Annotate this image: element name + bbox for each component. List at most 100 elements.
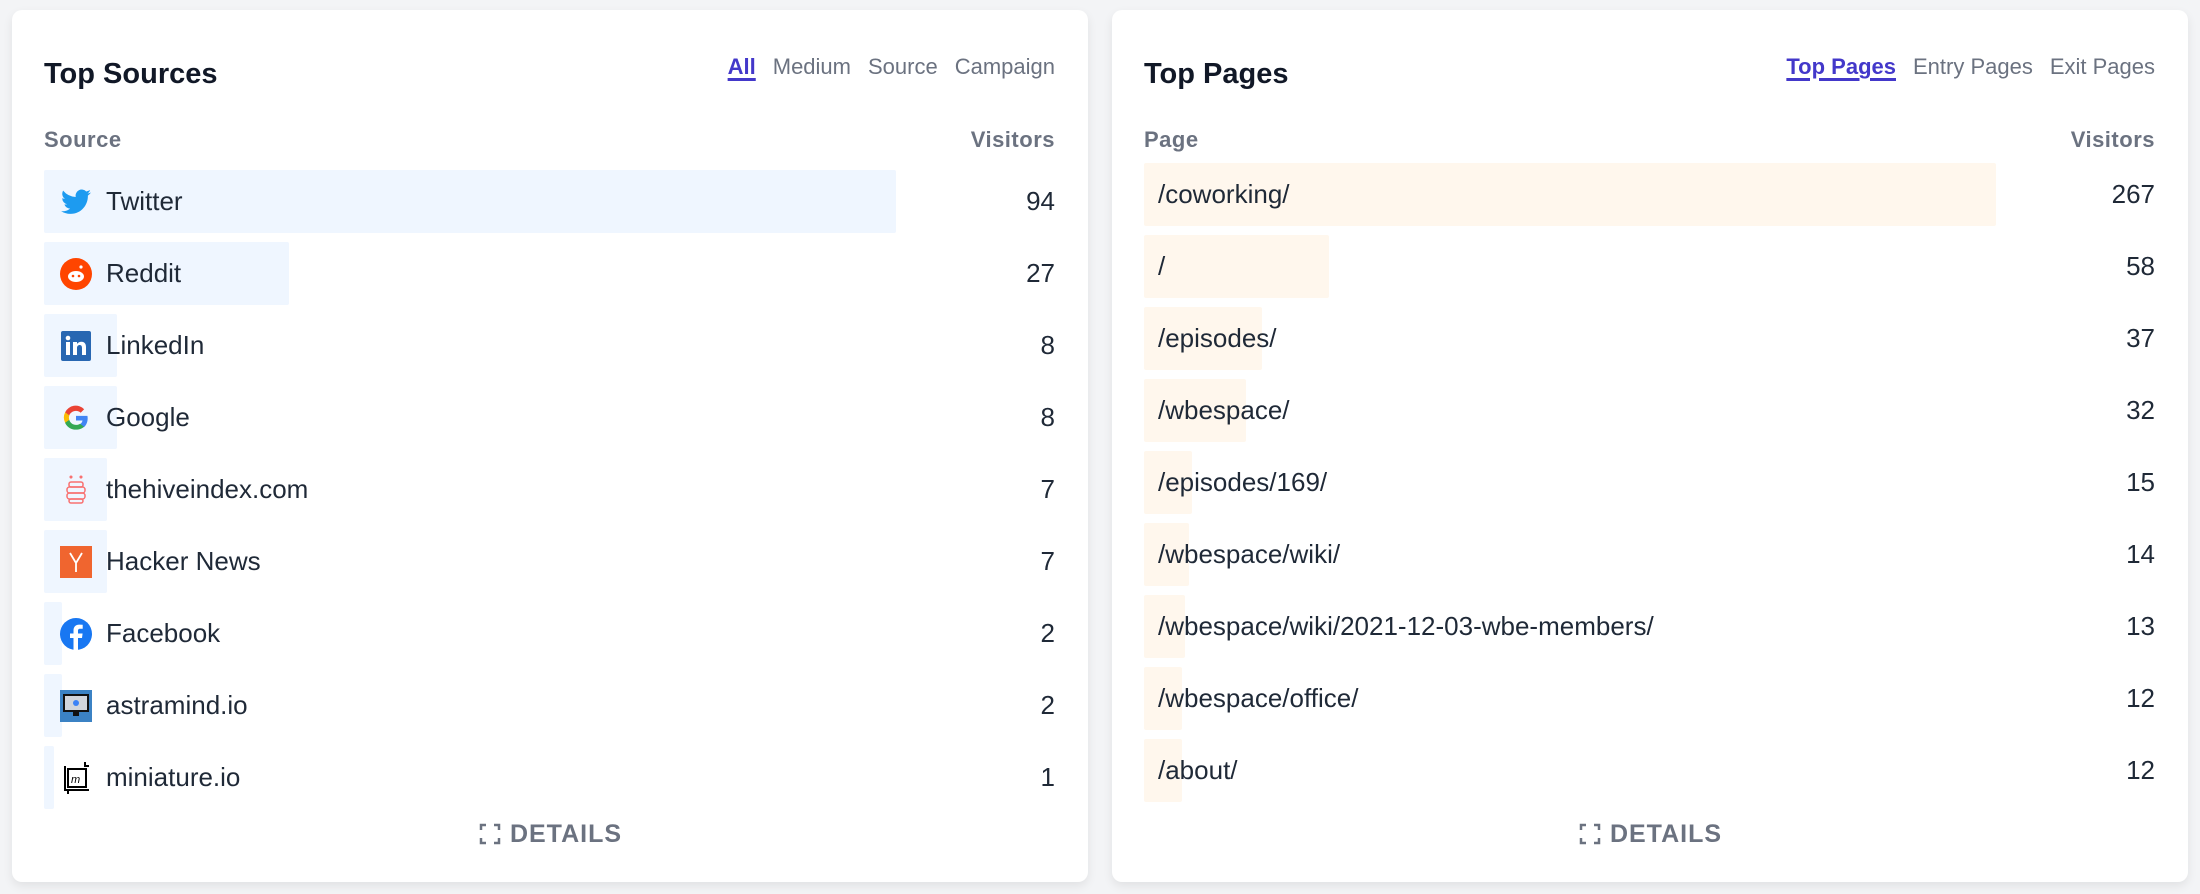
item-label: Facebook [106, 618, 221, 648]
list-item[interactable]: /wbespace/wiki/14 [1144, 523, 2155, 586]
page-tabs: Top Pages Entry Pages Exit Pages [1786, 54, 2155, 80]
item-label: /wbespace/wiki/ [1158, 539, 1341, 569]
visitor-bar [1144, 667, 1183, 730]
visitor-bar [44, 458, 108, 521]
visitor-bar [1144, 307, 1263, 370]
item-label: /episodes/169/ [1158, 467, 1328, 497]
expand-icon [1579, 823, 1601, 845]
list-item[interactable]: /episodes/169/15 [1144, 451, 2155, 514]
item-label: miniature.io [106, 762, 241, 792]
item-label-wrap: Hacker News [44, 545, 261, 578]
tab-campaign[interactable]: Campaign [954, 54, 1055, 79]
visitor-bar [1144, 235, 1330, 298]
card-title: Top Sources [44, 58, 218, 90]
item-label: astramind.io [106, 690, 248, 720]
facebook-icon [60, 617, 92, 650]
item-label: /wbespace/office/ [1158, 683, 1359, 713]
list-item[interactable]: Facebook 2 [44, 602, 1055, 665]
miniature-icon: m [60, 761, 92, 794]
item-visitors: 37 [2126, 323, 2155, 353]
tab-source[interactable]: Source [868, 54, 938, 79]
item-visitors: 12 [2126, 683, 2155, 713]
visitor-bar [1144, 523, 1189, 586]
item-label: Hacker News [106, 546, 261, 576]
details-button[interactable]: DETAILS [12, 820, 1088, 849]
visitor-bar [44, 170, 896, 233]
visitor-bar [44, 746, 54, 809]
list-item[interactable]: /episodes/37 [1144, 307, 2155, 370]
item-visitors: 13 [2126, 611, 2155, 641]
list-item[interactable]: Reddit 27 [44, 242, 1055, 305]
visitor-bar [44, 674, 63, 737]
item-label-wrap: LinkedIn [44, 330, 204, 362]
list-item[interactable]: /wbespace/32 [1144, 379, 2155, 442]
list-item[interactable]: Hacker News 7 [44, 530, 1055, 593]
column-header-visitors: Visitors [970, 127, 1055, 152]
item-label-wrap: /wbespace/wiki/2021-12-03-wbe-members/ [1144, 611, 1654, 642]
sources-list: Twitter 94 Reddit 27 LinkedIn 8 Google 8 thehive… [44, 170, 1055, 818]
item-visitors: 8 [1040, 330, 1055, 360]
tab-entry-pages[interactable]: Entry Pages [1912, 54, 2033, 79]
twitter-icon [60, 186, 92, 218]
visitor-bar [44, 602, 63, 665]
item-visitors: 1 [1040, 762, 1055, 792]
item-visitors: 2 [1040, 618, 1055, 648]
top-pages-card: Top Pages Top Pages Entry Pages Exit Pages… [1112, 10, 2188, 882]
list-item[interactable]: / 58 [1144, 235, 2155, 298]
item-label: /wbespace/wiki/2021-12-03-wbe-members/ [1158, 611, 1654, 641]
list-item[interactable]: LinkedIn 8 [44, 314, 1055, 377]
item-visitors: 58 [2126, 251, 2155, 281]
tab-medium[interactable]: Medium [772, 54, 851, 79]
item-label-wrap: /episodes/ [1144, 323, 1277, 354]
item-visitors: 8 [1040, 402, 1055, 432]
item-label-wrap: Google [44, 402, 190, 434]
list-item[interactable]: /wbespace/wiki/2021-12-03-wbe-members/13 [1144, 595, 2155, 658]
details-button[interactable]: DETAILS [1112, 820, 2188, 849]
list-item[interactable]: /wbespace/office/12 [1144, 667, 2155, 730]
item-visitors: 15 [2126, 467, 2155, 497]
item-label-wrap: / [1144, 251, 1165, 282]
column-header-visitors: Visitors [2070, 127, 2155, 152]
visitor-bar [1144, 739, 1183, 802]
item-visitors: 27 [1026, 258, 1055, 288]
item-label-wrap: /wbespace/wiki/ [1144, 539, 1340, 570]
item-label-wrap: /wbespace/office/ [1144, 683, 1358, 714]
astramind-icon [60, 689, 92, 722]
tab-all[interactable]: All [727, 54, 756, 79]
item-label-wrap: astramind.io [44, 689, 248, 722]
item-visitors: 7 [1040, 474, 1055, 504]
card-title: Top Pages [1144, 58, 1289, 90]
list-item[interactable]: Twitter 94 [44, 170, 1055, 233]
item-label: Reddit [106, 258, 182, 288]
item-label: /wbespace/ [1158, 395, 1290, 425]
source-tabs: All Medium Source Campaign [728, 54, 1055, 80]
item-label-wrap: thehiveindex.com [44, 474, 308, 506]
expand-icon [479, 823, 501, 845]
list-item[interactable]: thehiveindex.com 7 [44, 458, 1055, 521]
list-item[interactable]: m miniature.io 1 [44, 746, 1055, 809]
item-visitors: 14 [2126, 539, 2155, 569]
tab-exit-pages[interactable]: Exit Pages [2049, 54, 2155, 79]
svg-text:m: m [71, 774, 80, 786]
linkedin-icon [60, 330, 92, 362]
item-label: / [1158, 251, 1166, 281]
top-sources-card: Top Sources All Medium Source Campaign Sour… [12, 10, 1088, 882]
item-label-wrap: /coworking/ [1144, 179, 1290, 210]
reddit-icon [60, 257, 92, 290]
column-header-page: Page [1144, 127, 1199, 152]
list-item[interactable]: astramind.io 2 [44, 674, 1055, 737]
list-item[interactable]: /about/12 [1144, 739, 2155, 802]
item-label: /episodes/ [1158, 323, 1277, 353]
column-header-source: Source [44, 127, 122, 152]
visitor-bar [1144, 379, 1247, 442]
hive-icon [60, 474, 92, 506]
item-label-wrap: Reddit [44, 257, 182, 290]
tab-top-pages[interactable]: Top Pages [1786, 54, 1896, 79]
item-visitors: 12 [2126, 755, 2155, 785]
item-label-wrap: m miniature.io [44, 761, 241, 794]
list-item[interactable]: /coworking/267 [1144, 163, 2155, 226]
google-icon [60, 402, 92, 434]
list-item[interactable]: Google 8 [44, 386, 1055, 449]
item-label-wrap: /about/ [1144, 755, 1238, 786]
visitor-bar [1144, 451, 1192, 514]
